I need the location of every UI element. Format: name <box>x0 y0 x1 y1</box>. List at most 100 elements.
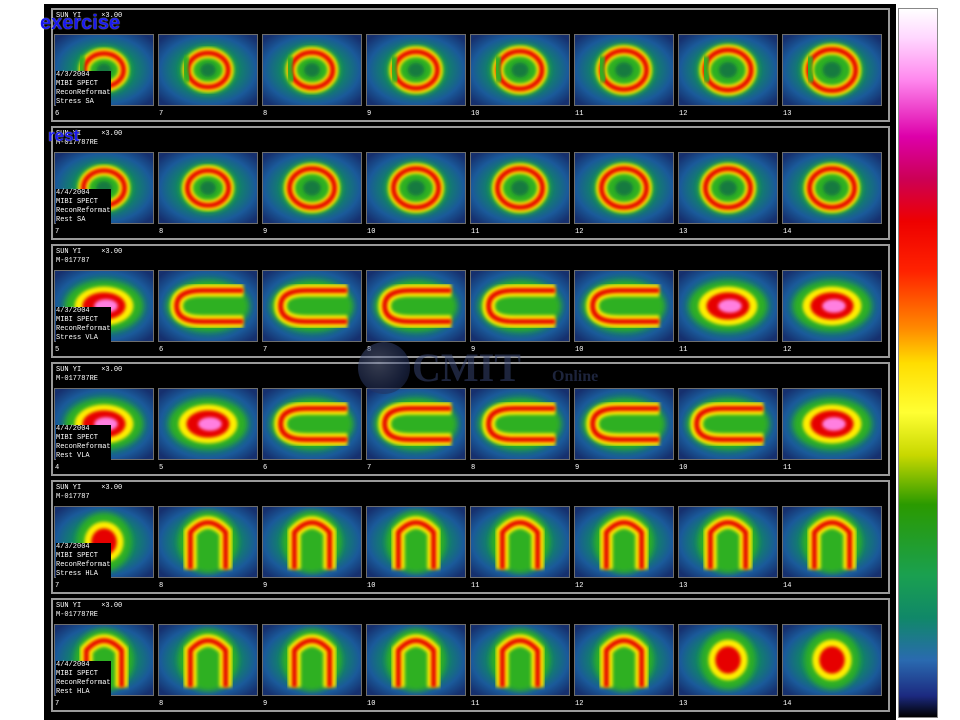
slice-number: 8 <box>159 582 164 590</box>
image-strip: SUN YI ×3.00 6 7 8 <box>51 8 890 122</box>
spect-slice-image[interactable] <box>158 270 258 342</box>
slice-number: 4 <box>55 464 60 472</box>
spect-slice-image[interactable] <box>470 506 570 578</box>
slice-number: 12 <box>783 346 792 354</box>
spect-slice-image[interactable] <box>678 624 778 696</box>
slice-number: 10 <box>679 464 688 472</box>
slice-number: 7 <box>55 582 60 590</box>
slice-number: 5 <box>159 464 164 472</box>
spect-slice-image[interactable] <box>574 388 674 460</box>
slice-number: 8 <box>159 700 164 708</box>
slice-number: 10 <box>471 110 480 118</box>
spect-slice-image[interactable] <box>574 506 674 578</box>
spect-slice-image[interactable] <box>574 270 674 342</box>
patient-header: SUN YI ×3.00 M-017787RE <box>56 602 122 620</box>
spect-slice-image[interactable] <box>262 506 362 578</box>
patient-name: SUN YI <box>56 484 82 492</box>
slice-number: 10 <box>367 228 376 236</box>
patient-header: SUN YI ×3.00 <box>56 12 122 21</box>
spect-slice-image[interactable] <box>262 624 362 696</box>
zoom-scale: ×3.00 <box>101 602 123 610</box>
slice-number: 14 <box>783 228 792 236</box>
spect-slice-image[interactable] <box>470 152 570 224</box>
slice-number: 8 <box>367 346 372 354</box>
scan-recon: ReconReformat <box>56 443 111 451</box>
patient-name: SUN YI <box>56 602 82 610</box>
patient-header: SUN YI ×3.00 M-017787RE <box>56 366 122 384</box>
slice-number: 9 <box>263 700 268 708</box>
scan-method: MIBI SPECT <box>56 80 99 88</box>
slice-number: 7 <box>367 464 372 472</box>
spect-slice-image[interactable] <box>782 34 882 106</box>
spect-slice-image[interactable] <box>782 624 882 696</box>
slice-number: 7 <box>263 346 268 354</box>
spect-slice-image[interactable] <box>470 270 570 342</box>
spect-slice-image[interactable] <box>782 506 882 578</box>
slice-number: 11 <box>471 228 480 236</box>
spect-slice-image[interactable] <box>574 152 674 224</box>
spect-slice-image[interactable] <box>678 270 778 342</box>
scan-date: 4/4/2004 <box>56 425 90 433</box>
image-strip: SUN YI ×3.00 M-017787 5 6 <box>51 244 890 358</box>
scan-view: Rest SA <box>56 216 86 224</box>
scan-info: 4/4/2004 MIBI SPECT ReconReformat Rest V… <box>56 425 111 461</box>
patient-header: SUN YI ×3.00 M-017787 <box>56 248 122 266</box>
spect-slice-image[interactable] <box>366 624 466 696</box>
spect-slice-image[interactable] <box>262 152 362 224</box>
scan-recon: ReconReformat <box>56 325 111 333</box>
image-strip: SUN YI ×3.00 M-017787RE 7 8 <box>51 598 890 712</box>
patient-header: SUN YI ×3.00 M-017787RE <box>56 130 122 148</box>
spect-slice-image[interactable] <box>158 506 258 578</box>
spect-slice-image[interactable] <box>470 34 570 106</box>
scan-recon: ReconReformat <box>56 207 111 215</box>
rest-label: rest <box>48 126 80 145</box>
spect-slice-image[interactable] <box>158 34 258 106</box>
patient-id: M-017787RE <box>56 611 99 619</box>
spect-slice-image[interactable] <box>678 34 778 106</box>
slice-number: 6 <box>159 346 164 354</box>
spect-slice-image[interactable] <box>574 34 674 106</box>
color-scale-bar <box>898 8 938 718</box>
slice-number: 6 <box>263 464 268 472</box>
spect-slice-image[interactable] <box>782 270 882 342</box>
zoom-scale: ×3.00 <box>101 130 123 138</box>
spect-slice-image[interactable] <box>782 388 882 460</box>
spect-slice-image[interactable] <box>366 34 466 106</box>
patient-name: SUN YI <box>56 248 82 256</box>
image-strip: SUN YI ×3.00 M-017787RE 4 5 <box>51 362 890 476</box>
spect-slice-image[interactable] <box>262 34 362 106</box>
spect-slice-image[interactable] <box>158 388 258 460</box>
spect-slice-image[interactable] <box>782 152 882 224</box>
slice-number: 8 <box>263 110 268 118</box>
slice-number: 12 <box>575 228 584 236</box>
spect-slice-image[interactable] <box>574 624 674 696</box>
spect-slice-image[interactable] <box>366 152 466 224</box>
slice-number: 12 <box>575 700 584 708</box>
slice-number: 14 <box>783 700 792 708</box>
patient-name: SUN YI <box>56 366 82 374</box>
slice-number: 9 <box>263 228 268 236</box>
spect-slice-image[interactable] <box>678 388 778 460</box>
spect-slice-image[interactable] <box>678 152 778 224</box>
spect-slice-image[interactable] <box>158 152 258 224</box>
patient-id: M-017787 <box>56 493 90 501</box>
scan-view: Rest HLA <box>56 688 90 696</box>
spect-slice-image[interactable] <box>262 388 362 460</box>
scan-info: 4/3/2004 MIBI SPECT ReconReformat Stress… <box>56 307 111 343</box>
spect-slice-image[interactable] <box>678 506 778 578</box>
slice-number: 8 <box>159 228 164 236</box>
slice-number: 7 <box>159 110 164 118</box>
spect-slice-image[interactable] <box>366 388 466 460</box>
spect-slice-image[interactable] <box>366 506 466 578</box>
spect-slice-image[interactable] <box>470 624 570 696</box>
slice-number: 13 <box>679 700 688 708</box>
spect-slice-image[interactable] <box>158 624 258 696</box>
spect-slice-image[interactable] <box>470 388 570 460</box>
spect-slice-image[interactable] <box>366 270 466 342</box>
scan-view: Stress HLA <box>56 570 99 578</box>
spect-slice-image[interactable] <box>262 270 362 342</box>
slice-number: 10 <box>575 346 584 354</box>
scan-method: MIBI SPECT <box>56 198 99 206</box>
scan-method: MIBI SPECT <box>56 434 99 442</box>
slice-number: 9 <box>367 110 372 118</box>
